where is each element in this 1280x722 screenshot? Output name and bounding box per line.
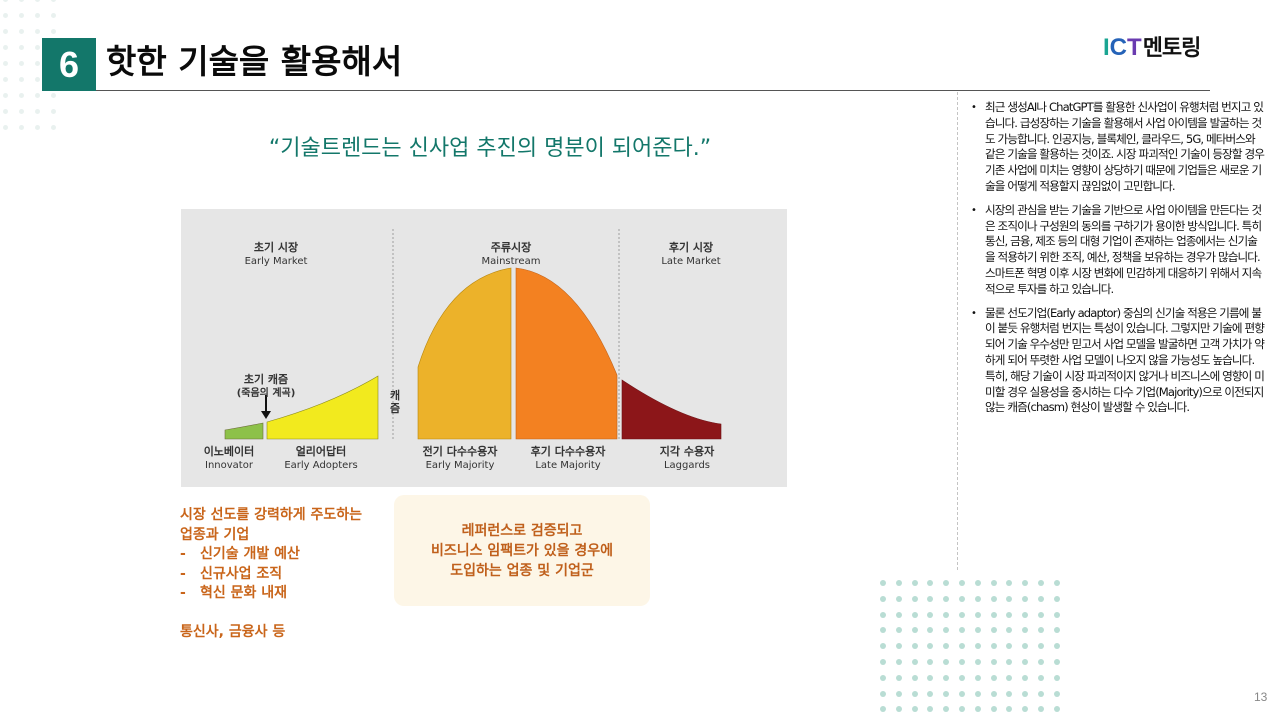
list-item: - 신규사업 조직 bbox=[180, 565, 283, 582]
bullet-icon: • bbox=[971, 102, 977, 113]
chasm-label: 캐 즘 bbox=[389, 389, 401, 415]
market-label-late: 후기 시장 Late Market bbox=[661, 241, 721, 267]
decorative-dot-grid-bottom-right bbox=[880, 580, 1070, 722]
header-divider bbox=[96, 90, 1210, 91]
segment-label-laggards: 지각 수용자 Laggards bbox=[659, 445, 715, 471]
leading-industries-notes: 시장 선도를 강력하게 주도하는 업종과 기업 - 신기술 개발 예산 - 신규사업… bbox=[180, 507, 363, 640]
technology-adoption-lifecycle-diagram: 초기 시장 Early Market 주류시장 Mainstream 후기 시장… bbox=[181, 209, 787, 487]
market-label-mainstream: 주류시장 Mainstream bbox=[481, 241, 541, 267]
bullet-icon: • bbox=[971, 204, 977, 216]
logo-letter-t: T bbox=[1127, 34, 1142, 61]
list-item: - 신기술 개발 예산 bbox=[180, 546, 300, 562]
majority-adopters-callout: 레퍼런스로 검증되고 비즈니스 임팩트가 있을 경우에 도입하는 업종 및 기업… bbox=[394, 495, 650, 606]
vertical-dashed-divider bbox=[957, 92, 958, 570]
segment-label-innovator: 이노베이터 Innovator bbox=[203, 445, 255, 471]
ict-mentoring-logo: I C T 멘토링 bbox=[1103, 30, 1202, 62]
segment-label-early-adopters: 얼리어답터 Early Adopters bbox=[284, 445, 358, 471]
segment-label-late-majority: 후기 다수수용자 Late Majority bbox=[530, 445, 606, 471]
bullet-paragraph: • 시장의 관심을 받는 기술을 기반으로 사업 아이템을 만든다는 것은 조직… bbox=[971, 202, 1262, 296]
list-item: - 혁신 문화 내재 bbox=[180, 585, 288, 601]
step-number-badge: 6 bbox=[42, 38, 96, 91]
bullet-paragraph: • 최근 생성AI나 ChatGPT를 활용한 신사업이 유행처럼 번지고 있습… bbox=[971, 100, 1265, 193]
logo-korean: 멘토링 bbox=[1142, 36, 1202, 61]
logo-letter-c: C bbox=[1109, 34, 1128, 61]
early-chasm-label: 초기 캐즘 (죽음의 계곡) bbox=[236, 373, 296, 399]
page-title: 핫한 기술을 활용해서 bbox=[106, 42, 403, 81]
page-number: 13 bbox=[1254, 690, 1268, 704]
explanation-panel: • 최근 생성AI나 ChatGPT를 활용한 신사업이 유행처럼 번지고 있습… bbox=[970, 100, 1266, 424]
quote-text: “기술트렌드는 신사업 추진의 명분이 되어준다.” bbox=[268, 136, 712, 161]
logo-letter-i: I bbox=[1103, 34, 1110, 61]
adoption-curve-graphic bbox=[224, 229, 722, 441]
segment-label-early-majority: 전기 다수수용자 Early Majority bbox=[422, 445, 498, 471]
market-label-early: 초기 시장 Early Market bbox=[244, 241, 308, 267]
bullet-icon: • bbox=[971, 307, 977, 319]
bullet-paragraph: • 물론 선도기업(Early adaptor) 중심의 신기술 적용은 기름에… bbox=[971, 305, 1265, 415]
